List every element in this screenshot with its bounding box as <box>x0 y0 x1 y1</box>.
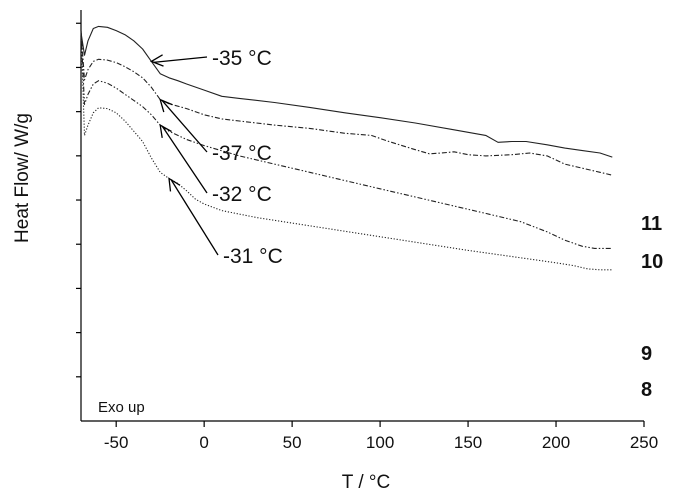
x-tick-label: -50 <box>104 433 129 452</box>
x-tick-label: 250 <box>630 433 658 452</box>
annotation-label: -31 °C <box>223 245 283 268</box>
x-tick-label: 100 <box>366 433 394 452</box>
annotations: -35 °C -37 °C -32 °C -31 °C <box>149 47 283 268</box>
annotation-arrow <box>161 100 208 153</box>
x-tick-label: 200 <box>542 433 570 452</box>
x-tick-label: 150 <box>454 433 482 452</box>
x-tick-label: 50 <box>283 433 302 452</box>
y-axis-title: Heat Flow/ W/g <box>12 113 33 243</box>
series-label-9: 9 <box>641 343 652 365</box>
x-axis-title: T / °C <box>342 472 390 493</box>
series-10-line <box>80 30 613 176</box>
series-labels: 11 10 9 8 <box>641 213 663 401</box>
annotation-arrowhead <box>159 98 173 113</box>
axes: -50 0 50 100 150 200 250 <box>76 10 658 452</box>
series-11-line <box>80 25 613 158</box>
annotation-arrowhead <box>168 177 181 192</box>
series-label-11: 11 <box>641 213 662 235</box>
series-8-line <box>80 30 613 271</box>
annotation-arrow <box>170 179 219 256</box>
x-tick-label: 0 <box>199 433 208 452</box>
annotation-arrow <box>153 56 208 64</box>
annotation-label: -32 °C <box>212 183 272 206</box>
annotation-arrow <box>161 125 208 194</box>
series-9-line <box>80 30 613 249</box>
annotation-label: -35 °C <box>212 47 272 70</box>
annotation-label: -37 °C <box>212 142 272 165</box>
series-lines <box>80 25 613 271</box>
annotation-arrowhead <box>159 123 172 139</box>
annotation-arrowhead <box>149 54 164 67</box>
series-label-8: 8 <box>641 379 652 401</box>
series-label-10: 10 <box>641 251 663 273</box>
exo-up-note: Exo up <box>98 399 145 416</box>
